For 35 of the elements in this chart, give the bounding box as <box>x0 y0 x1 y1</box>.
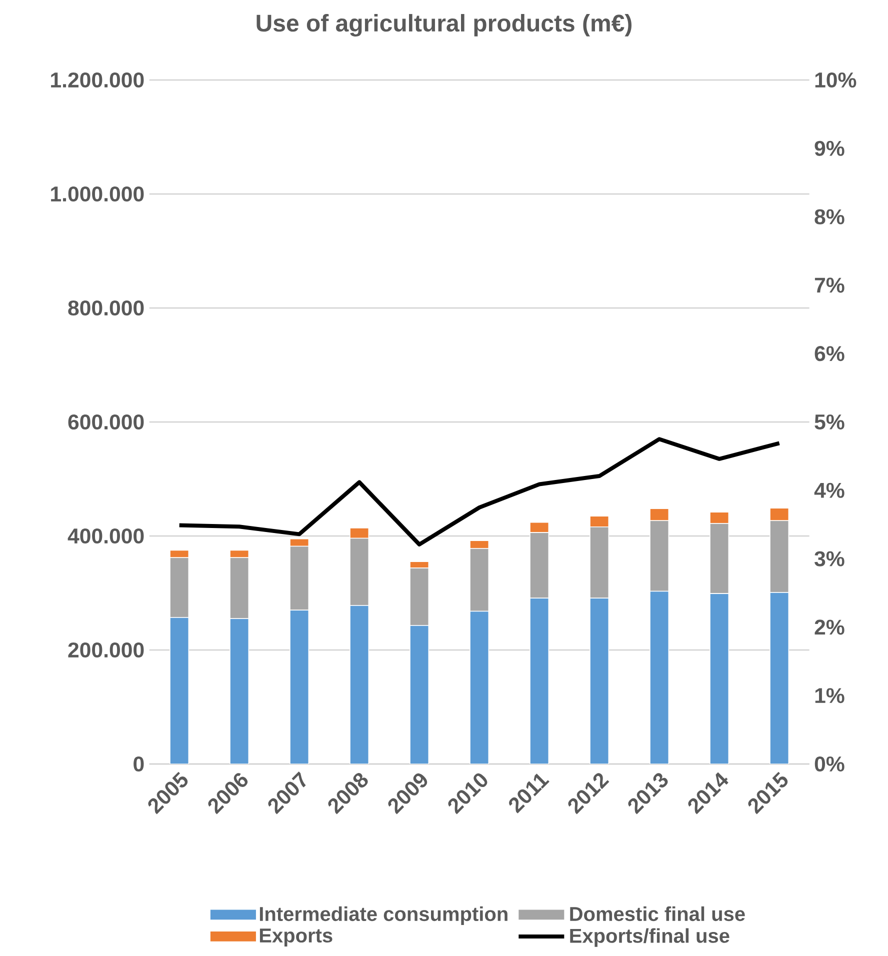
y2-tick-label: 6% <box>814 346 844 362</box>
y2-tick-label: 0% <box>814 756 844 772</box>
bar <box>410 625 430 764</box>
chart-title: Use of agricultural products (m€) <box>256 14 632 37</box>
y-tick-label: 1.000.000 <box>51 186 144 202</box>
bar <box>350 605 370 764</box>
legend-label: Exports/final use <box>570 928 730 947</box>
y2-tick-label: 4% <box>814 482 844 498</box>
bar <box>710 593 730 764</box>
legend-label: Intermediate consumption <box>260 906 508 926</box>
legend-label: Domestic final use <box>570 906 745 922</box>
y-tick-label: 0 <box>134 756 144 772</box>
y2-tick-label: 2% <box>814 620 844 635</box>
y-tick-label: 200.000 <box>68 642 144 658</box>
bar <box>230 618 250 764</box>
bar <box>650 590 670 764</box>
bar <box>770 592 790 764</box>
y2-tick-label: 1% <box>815 688 844 704</box>
y-tick-label: 600.000 <box>68 414 144 430</box>
y2-tick-label: 7% <box>814 278 844 293</box>
line-series <box>177 437 782 546</box>
bar <box>290 610 310 764</box>
bar <box>530 598 550 764</box>
y-tick-label: 1.200.000 <box>51 72 144 88</box>
y2-tick-label: 8% <box>814 209 844 224</box>
bar <box>470 610 490 764</box>
y2-tick-label: 3% <box>814 551 844 566</box>
y-tick-label: 800.000 <box>68 300 144 316</box>
y2-tick-label: 5% <box>814 414 844 430</box>
y-tick-label: 400.000 <box>68 528 144 544</box>
legend-label: Exports <box>260 928 332 946</box>
y2-tick-label: 10% <box>815 72 856 88</box>
y2-tick-label: 9% <box>814 140 844 156</box>
bar <box>590 598 610 764</box>
bar <box>170 617 190 764</box>
